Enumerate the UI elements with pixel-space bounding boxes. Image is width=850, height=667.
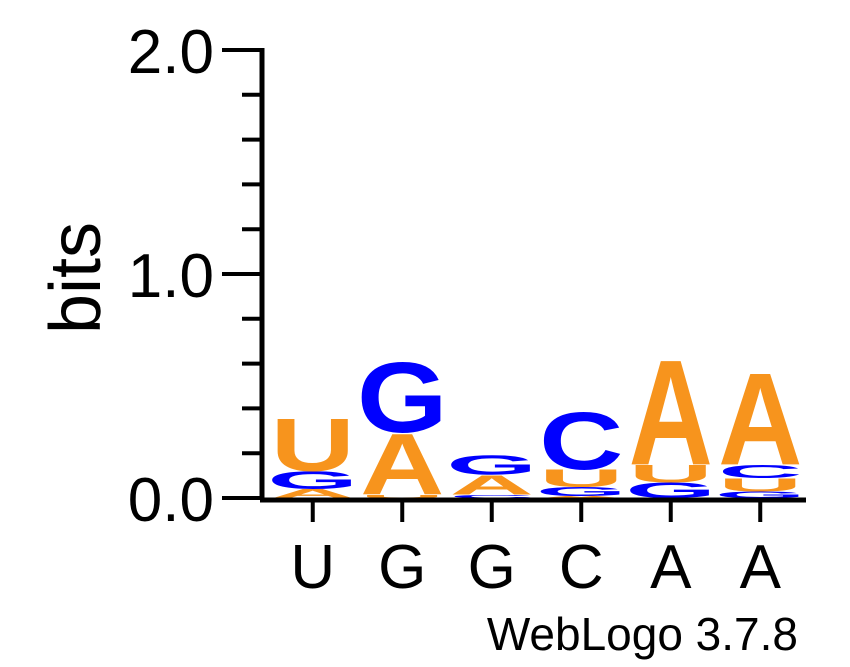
x-tick-label: U <box>290 533 335 602</box>
y-tick-label: 1.0 <box>128 242 214 311</box>
logo-letter-u: U <box>360 494 444 499</box>
logo-letter-c: C <box>450 494 534 499</box>
logo-letter-g: G <box>357 343 448 454</box>
y-axis-tick-labels: 0.0 1.0 2.0 <box>128 18 214 535</box>
x-tick-label: C <box>559 533 604 602</box>
logo-letter-u: U <box>629 460 713 488</box>
logo-letter-g: G <box>446 449 537 481</box>
logo-letter-a: A <box>539 495 623 498</box>
x-tick-label: A <box>740 533 782 602</box>
logo-letter-a: A <box>271 487 355 501</box>
logo-letter-a: A <box>450 469 534 501</box>
logo-letter-u: U <box>718 474 802 495</box>
logo-letter-a: A <box>360 416 444 514</box>
y-tick-label: 2.0 <box>128 18 214 87</box>
y-axis-label: bits <box>36 222 116 334</box>
logo-letter-u: U <box>539 464 623 492</box>
y-tick-label: 0.0 <box>128 466 214 535</box>
logo-letter-g: G <box>267 466 358 494</box>
x-tick-label: G <box>468 533 516 602</box>
logo-letter-a: A <box>718 347 802 493</box>
logo-letter-u: U <box>271 403 355 487</box>
y-axis-ticks <box>222 48 262 500</box>
weblogo-version-footer: WebLogo 3.7.8 <box>487 608 798 660</box>
logo-letter-a: A <box>629 329 713 497</box>
x-tick-label: G <box>378 533 426 602</box>
logo-letter-g: G <box>536 484 627 498</box>
logo-letter-c: C <box>718 461 802 482</box>
logo-letter-g: G <box>715 489 806 500</box>
logo-letter-c: C <box>539 396 623 487</box>
x-tick-label: A <box>650 533 692 602</box>
